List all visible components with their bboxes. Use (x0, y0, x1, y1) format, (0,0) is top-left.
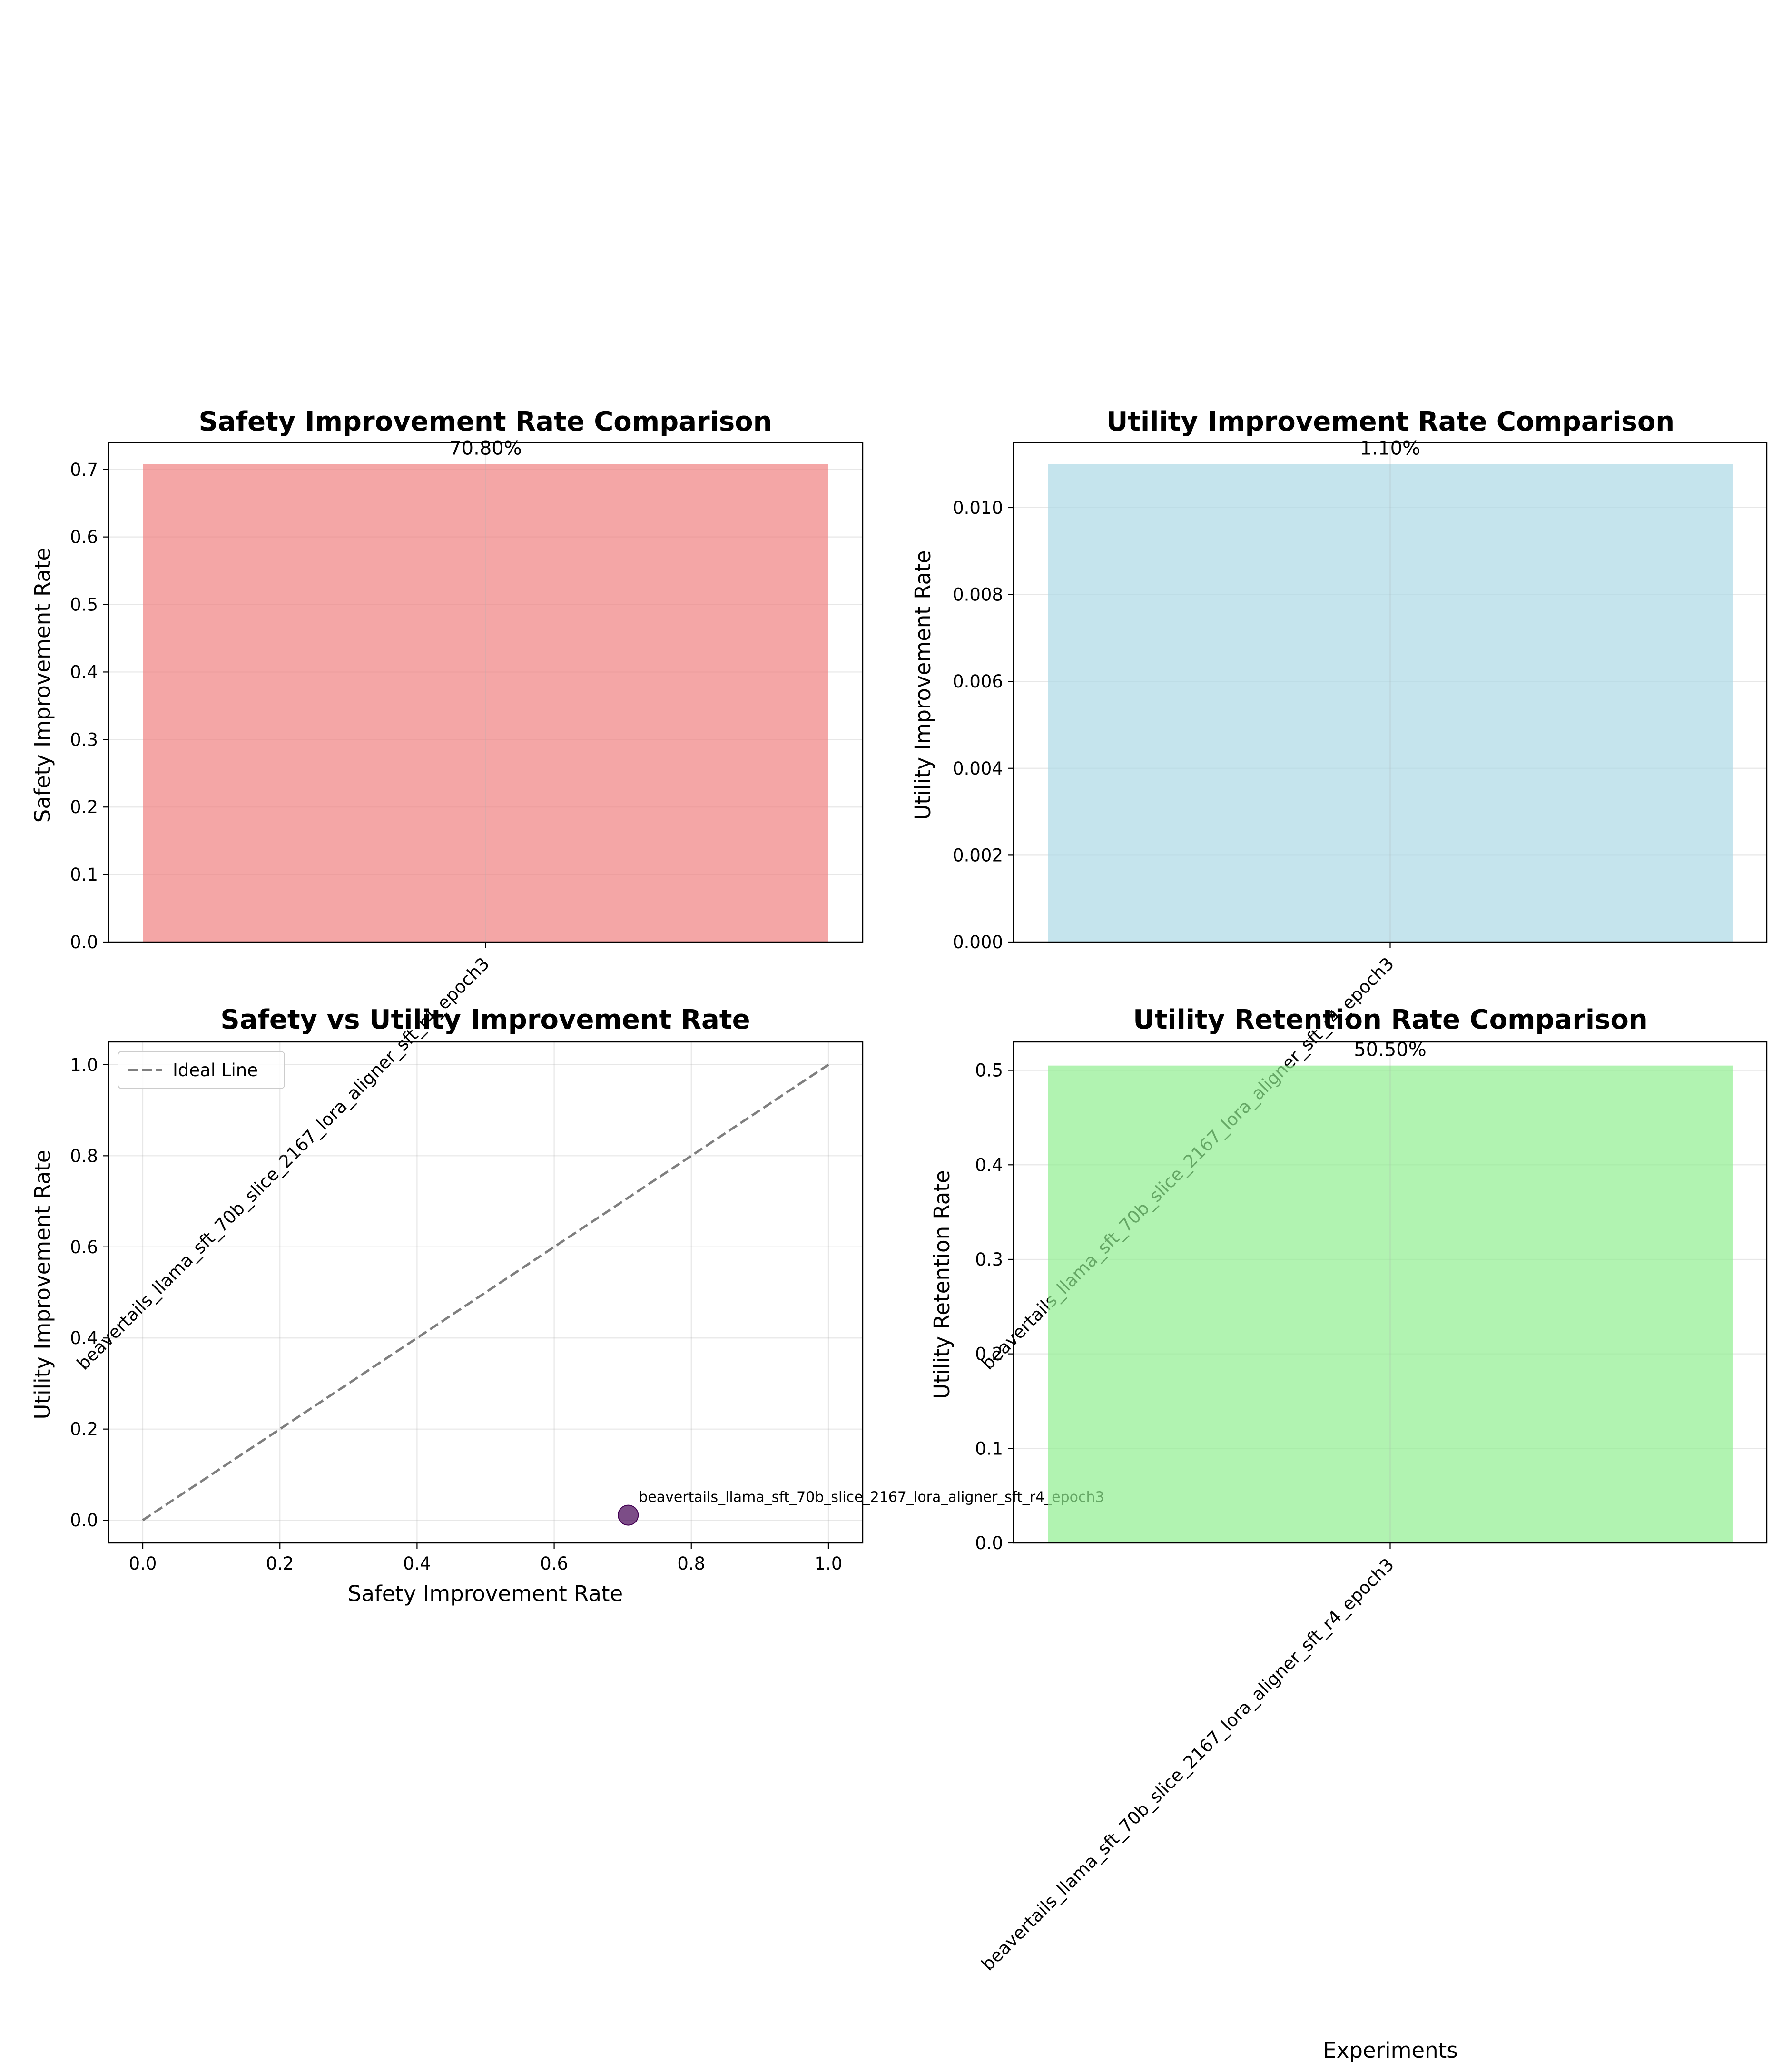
utility-chart-title: Utility Improvement Rate Comparison (1106, 406, 1674, 437)
axes-frame (1013, 1041, 1768, 1544)
y-tick-label: 0.3 (70, 729, 98, 750)
x-tick-label: 0.0 (129, 1553, 157, 1574)
utility-y-axis-label: Utility Improvement Rate (910, 550, 935, 820)
y-tick-label: 0.1 (70, 864, 98, 885)
safety-chart-title: Safety Improvement Rate Comparison (199, 406, 772, 437)
y-tick-label: 0.1 (975, 1438, 1003, 1459)
bar (1048, 1065, 1733, 1543)
y-tick-label: 0.8 (70, 1146, 98, 1166)
x-tick-label: 0.6 (540, 1553, 568, 1574)
legend-box (118, 1051, 285, 1089)
y-tick-label: 0.5 (70, 595, 98, 615)
scatter-x-axis-label: Safety Improvement Rate (348, 1581, 623, 1606)
y-tick-label: 0.4 (70, 1328, 98, 1348)
bar-value-label: 70.80% (449, 437, 522, 459)
y-tick-label: 0.2 (975, 1344, 1003, 1365)
y-tick-label: 1.0 (70, 1055, 98, 1075)
retention-bar-panel: Utility Retention Rate Comparison Utilit… (929, 1004, 1768, 2063)
x-category-label: beavertails_llama_sft_70b_slice_2167_lor… (977, 1554, 1398, 1975)
y-tick-label: 0.7 (70, 460, 98, 480)
x-tick-label: 0.4 (403, 1553, 431, 1574)
y-tick-label: 0.3 (975, 1249, 1003, 1270)
ideal-line (142, 1063, 829, 1522)
y-tick-label: 0.004 (953, 758, 1003, 779)
retention-y-axis-label: Utility Retention Rate (929, 1170, 955, 1399)
x-tick-label: 0.2 (266, 1553, 294, 1574)
bar (143, 464, 828, 942)
y-tick-label: 0.4 (70, 662, 98, 682)
retention-chart-title: Utility Retention Rate Comparison (1133, 1004, 1648, 1035)
y-tick-label: 0.008 (953, 585, 1003, 605)
y-tick-label: 0.6 (70, 527, 98, 548)
y-tick-label: 0.000 (953, 932, 1003, 953)
x-tick-label: 1.0 (815, 1553, 843, 1574)
axes-frame (1013, 442, 1768, 943)
x-tick-label: 0.8 (677, 1553, 705, 1574)
y-tick-label: 0.0 (70, 1510, 98, 1531)
legend-label: Ideal Line (173, 1060, 258, 1080)
axes-frame (108, 442, 864, 943)
y-tick-label: 0.5 (975, 1061, 1003, 1081)
point-annotation: beavertails_llama_sft_70b_slice_2167_lor… (639, 1489, 1104, 1506)
safety-y-axis-label: Safety Improvement Rate (30, 548, 55, 823)
bar (1048, 464, 1733, 942)
y-tick-label: 0.010 (953, 498, 1003, 518)
legend: Ideal Line (118, 1051, 285, 1089)
y-tick-label: 0.0 (70, 932, 98, 953)
scatter-chart-title: Safety vs Utility Improvement Rate (220, 1004, 750, 1035)
safety-bar-panel: Safety Improvement Rate Comparison Safet… (30, 406, 864, 1374)
y-tick-label: 0.2 (70, 797, 98, 817)
y-tick-label: 0.0 (975, 1533, 1003, 1553)
bar-value-label: 1.10% (1360, 438, 1420, 460)
scatter-y-axis-label: Utility Improvement Rate (30, 1150, 55, 1420)
y-tick-label: 0.6 (70, 1237, 98, 1257)
scatter-point (618, 1504, 639, 1526)
scatter-panel: Safety vs Utility Improvement Rate Utili… (30, 1004, 1104, 1606)
bar-value-label: 50.50% (1354, 1039, 1427, 1061)
y-tick-label: 0.002 (953, 845, 1003, 865)
y-tick-label: 0.4 (975, 1155, 1003, 1175)
retention-x-axis-label: Experiments (1323, 2038, 1457, 2063)
y-tick-label: 0.006 (953, 671, 1003, 692)
y-tick-label: 0.2 (70, 1419, 98, 1440)
axes-frame (108, 1041, 864, 1544)
